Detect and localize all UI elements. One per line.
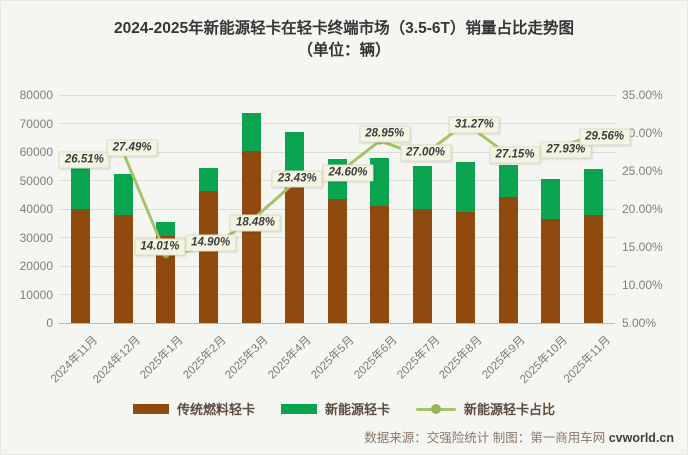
legend-label-new-energy: 新能源轻卡 <box>324 402 390 417</box>
y-axis-tick-label: 50000 <box>19 173 53 188</box>
line-data-label: 14.01% <box>134 238 186 256</box>
bar-segment-new-energy <box>498 165 518 198</box>
legend: 传统燃料轻卡 新能源轻卡 新能源轻卡占比 <box>1 399 687 418</box>
bar-segment-new-energy <box>541 179 561 220</box>
line-data-label: 31.27% <box>448 116 500 134</box>
y-axis-tick-label: 0 <box>46 316 53 330</box>
y-axis-tick-label: 70000 <box>19 116 53 131</box>
bar-segment-new-energy <box>199 167 219 192</box>
data-source-text: 数据来源：交强险统计 制图：第一商用车网 <box>364 431 606 445</box>
line-data-label: 27.00% <box>400 144 452 162</box>
legend-line-marker-icon <box>431 403 441 414</box>
bar-segment-traditional <box>113 214 133 323</box>
bar-segment-new-energy <box>70 167 90 209</box>
gridline <box>59 123 615 124</box>
chart-title: 2024-2025年新能源轻卡在轻卡终端市场（3.5-6T）销量占比走势图 （单… <box>1 17 687 62</box>
bar-segment-traditional <box>370 205 390 323</box>
bar-segment-new-energy <box>455 161 475 213</box>
bar-segment-traditional <box>241 151 261 323</box>
y-axis-tick-label: 80000 <box>19 88 53 102</box>
bar-segment-new-energy <box>156 222 176 237</box>
bar-segment-traditional <box>498 197 518 323</box>
bar-segment-new-energy <box>284 132 304 177</box>
bar-segment-traditional <box>156 236 176 323</box>
y-axis-tick-label: 40000 <box>19 202 53 216</box>
line-data-label: 27.93% <box>540 141 592 159</box>
right-axis-tick-label: 30.00% <box>622 126 663 140</box>
y-axis-tick-label: 10000 <box>19 287 53 302</box>
bar-segment-traditional <box>70 208 90 323</box>
y-axis-tick-label: 60000 <box>19 145 53 159</box>
bar-segment-traditional <box>327 199 347 323</box>
bar-segment-new-energy <box>370 158 390 206</box>
right-axis-tick-label: 5.00% <box>622 316 657 330</box>
line-data-label: 26.51% <box>58 151 110 169</box>
right-axis-tick-label: 20.00% <box>622 202 663 216</box>
legend-label-traditional: 传统燃料轻卡 <box>176 402 255 417</box>
line-data-label: 28.95% <box>359 125 411 143</box>
bar-segment-new-energy <box>241 112 261 152</box>
right-axis-tick-label: 10.00% <box>622 278 663 292</box>
gridline <box>59 151 615 153</box>
line-data-label: 27.15% <box>489 146 541 164</box>
bar-segment-new-energy <box>413 166 433 209</box>
gridline <box>59 94 615 96</box>
gridline <box>59 322 615 324</box>
footer-credit: 数据来源：交强险统计 制图：第一商用车网 cvworld.cn <box>364 427 674 446</box>
bar-segment-traditional <box>199 191 219 323</box>
y-axis-tick-label: 20000 <box>19 259 53 273</box>
y-axis-tick-label: 30000 <box>19 230 53 245</box>
bar-segment-traditional <box>455 212 475 323</box>
bar-segment-traditional <box>413 208 433 323</box>
chart-title-line1: 2024-2025年新能源轻卡在轻卡终端市场（3.5-6T）销量占比走势图 <box>114 20 574 37</box>
legend-item-share-line: 新能源轻卡占比 <box>416 399 555 418</box>
bar-segment-traditional <box>284 176 304 323</box>
line-data-label: 27.49% <box>106 139 158 157</box>
bar-segment-traditional <box>584 214 604 323</box>
line-data-label: 18.48% <box>229 214 281 232</box>
line-data-label: 29.56% <box>579 128 631 146</box>
right-axis-tick-label: 35.00% <box>622 88 663 102</box>
site-name: cvworld.cn <box>608 431 674 445</box>
line-data-label: 24.60% <box>322 164 374 182</box>
legend-label-share-line: 新能源轻卡占比 <box>464 402 556 417</box>
bar-segment-traditional <box>541 219 561 323</box>
line-data-label: 23.43% <box>271 170 323 188</box>
bar-segment-new-energy <box>113 173 133 215</box>
line-data-label: 14.90% <box>185 234 237 252</box>
legend-item-traditional: 传统燃料轻卡 <box>132 399 255 418</box>
chart-title-unit: （单位：辆） <box>297 42 391 59</box>
right-axis-tick-label: 15.00% <box>622 240 663 254</box>
legend-swatch-traditional <box>132 403 169 414</box>
right-axis-tick-label: 25.00% <box>622 164 663 178</box>
legend-item-new-energy: 新能源轻卡 <box>280 399 390 418</box>
bar-segment-new-energy <box>584 169 604 215</box>
legend-swatch-new-energy <box>280 403 317 414</box>
legend-line-sample <box>416 403 456 414</box>
